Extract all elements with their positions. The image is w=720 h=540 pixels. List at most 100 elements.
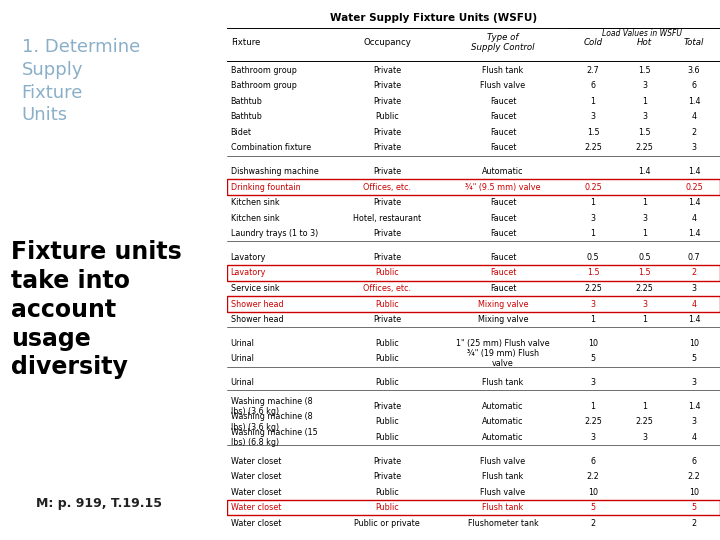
Text: 5: 5 xyxy=(590,354,595,363)
Text: Flush valve: Flush valve xyxy=(480,488,526,497)
Text: ¾" (9.5 mm) valve: ¾" (9.5 mm) valve xyxy=(465,183,541,192)
Text: 6: 6 xyxy=(590,457,595,465)
Text: Flush valve: Flush valve xyxy=(480,457,526,465)
Text: Bathroom group: Bathroom group xyxy=(230,82,297,90)
Text: 2.25: 2.25 xyxy=(584,144,602,152)
Text: Private: Private xyxy=(373,97,401,106)
Text: Dishwashing machine: Dishwashing machine xyxy=(230,167,318,176)
Text: Faucet: Faucet xyxy=(490,112,516,122)
Text: Shower head: Shower head xyxy=(230,315,284,324)
Text: 1: 1 xyxy=(642,198,647,207)
Text: 10: 10 xyxy=(588,339,598,348)
Text: 1: 1 xyxy=(590,198,595,207)
Text: 3: 3 xyxy=(692,284,697,293)
Text: 4: 4 xyxy=(692,112,697,122)
Text: Fixture units
take into
account
usage
diversity: Fixture units take into account usage di… xyxy=(11,240,181,379)
Text: 1.4: 1.4 xyxy=(688,229,701,238)
Text: Faucet: Faucet xyxy=(490,284,516,293)
Text: 3: 3 xyxy=(590,214,595,222)
Text: 6: 6 xyxy=(692,457,697,465)
Text: M: p. 919, T.19.15: M: p. 919, T.19.15 xyxy=(36,497,162,510)
Text: 1" (25 mm) Flush valve: 1" (25 mm) Flush valve xyxy=(456,339,550,348)
Text: Water closet: Water closet xyxy=(230,472,281,481)
Text: 2: 2 xyxy=(691,268,697,278)
Text: Service sink: Service sink xyxy=(230,284,279,293)
Text: Fixture: Fixture xyxy=(230,38,260,47)
Text: 3: 3 xyxy=(692,378,697,387)
Text: 1.5: 1.5 xyxy=(639,66,651,75)
Text: 1: 1 xyxy=(642,229,647,238)
Text: Public: Public xyxy=(375,300,399,308)
Text: 3: 3 xyxy=(642,82,647,90)
Text: 2.25: 2.25 xyxy=(636,284,654,293)
Text: 0.5: 0.5 xyxy=(587,253,599,262)
Text: 1: 1 xyxy=(590,315,595,324)
Text: Bathtub: Bathtub xyxy=(230,112,263,122)
Text: Faucet: Faucet xyxy=(490,97,516,106)
Text: 3: 3 xyxy=(590,112,595,122)
Text: 10: 10 xyxy=(689,339,699,348)
Text: 6: 6 xyxy=(692,82,697,90)
Text: Washing machine (15
lbs) (6.8 kg): Washing machine (15 lbs) (6.8 kg) xyxy=(230,428,318,447)
Text: 1.5: 1.5 xyxy=(587,128,599,137)
Text: Water Supply Fixture Units (WSFU): Water Supply Fixture Units (WSFU) xyxy=(330,14,538,23)
Text: 6: 6 xyxy=(590,82,595,90)
Text: Private: Private xyxy=(373,66,401,75)
Text: Bidet: Bidet xyxy=(230,128,252,137)
Text: Automatic: Automatic xyxy=(482,433,523,442)
Text: 10: 10 xyxy=(588,488,598,497)
Text: 0.25: 0.25 xyxy=(685,183,703,192)
Text: Public: Public xyxy=(375,503,399,512)
Text: 3.6: 3.6 xyxy=(688,66,701,75)
Text: Public: Public xyxy=(375,488,399,497)
Text: Drinking fountain: Drinking fountain xyxy=(230,183,300,192)
Text: Type of
Supply Control: Type of Supply Control xyxy=(472,33,535,52)
Text: Flush tank: Flush tank xyxy=(482,472,523,481)
Text: 2: 2 xyxy=(691,518,697,528)
Text: Automatic: Automatic xyxy=(482,417,523,426)
Text: Public: Public xyxy=(375,417,399,426)
Text: 1.5: 1.5 xyxy=(587,268,599,278)
Text: Flush tank: Flush tank xyxy=(482,378,523,387)
Text: Load Values in WSFU: Load Values in WSFU xyxy=(603,29,683,38)
Bar xyxy=(227,500,720,515)
Text: 1: 1 xyxy=(590,229,595,238)
Text: Mixing valve: Mixing valve xyxy=(478,300,528,308)
Text: Faucet: Faucet xyxy=(490,268,516,278)
Text: 2.25: 2.25 xyxy=(584,284,602,293)
Text: Lavatory: Lavatory xyxy=(230,268,266,278)
Text: 4: 4 xyxy=(692,433,697,442)
Text: Public: Public xyxy=(375,339,399,348)
Text: 2.2: 2.2 xyxy=(587,472,599,481)
Text: Laundry trays (1 to 3): Laundry trays (1 to 3) xyxy=(230,229,318,238)
Text: Private: Private xyxy=(373,128,401,137)
Text: 0.7: 0.7 xyxy=(688,253,701,262)
Text: Private: Private xyxy=(373,402,401,411)
Text: Total: Total xyxy=(684,38,704,47)
Text: 0.25: 0.25 xyxy=(584,183,602,192)
Text: 1: 1 xyxy=(642,315,647,324)
Bar xyxy=(227,296,720,312)
Text: Private: Private xyxy=(373,457,401,465)
Text: 1: 1 xyxy=(642,97,647,106)
Text: Private: Private xyxy=(373,472,401,481)
Text: 1.4: 1.4 xyxy=(639,167,651,176)
Text: Private: Private xyxy=(373,253,401,262)
Text: Washing machine (8
lbs) (3.6 kg): Washing machine (8 lbs) (3.6 kg) xyxy=(230,396,312,416)
Text: 2.2: 2.2 xyxy=(688,472,701,481)
Text: Kitchen sink: Kitchen sink xyxy=(230,214,279,222)
Text: 1: 1 xyxy=(590,97,595,106)
Text: Public: Public xyxy=(375,268,399,278)
Text: Flush tank: Flush tank xyxy=(482,66,523,75)
Text: 2.25: 2.25 xyxy=(584,417,602,426)
Text: 3: 3 xyxy=(590,300,595,308)
Text: Private: Private xyxy=(373,229,401,238)
Text: Water closet: Water closet xyxy=(230,518,281,528)
Text: Shower head: Shower head xyxy=(230,300,284,308)
Bar xyxy=(227,265,720,281)
Text: Urinal: Urinal xyxy=(230,354,255,363)
Text: 5: 5 xyxy=(691,354,697,363)
Text: Cold: Cold xyxy=(583,38,603,47)
Text: Private: Private xyxy=(373,198,401,207)
Text: Bathroom group: Bathroom group xyxy=(230,66,297,75)
